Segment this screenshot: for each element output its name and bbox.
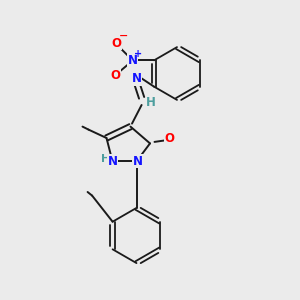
- Text: N: N: [107, 155, 118, 168]
- Text: N: N: [128, 54, 137, 67]
- Text: H: H: [146, 96, 156, 110]
- Text: O: O: [111, 37, 121, 50]
- Text: O: O: [165, 132, 175, 145]
- Text: O: O: [110, 69, 120, 82]
- Text: −: −: [119, 31, 128, 41]
- Text: N: N: [131, 72, 142, 85]
- Text: +: +: [134, 49, 142, 59]
- Text: N: N: [133, 155, 143, 168]
- Text: H: H: [101, 154, 110, 164]
